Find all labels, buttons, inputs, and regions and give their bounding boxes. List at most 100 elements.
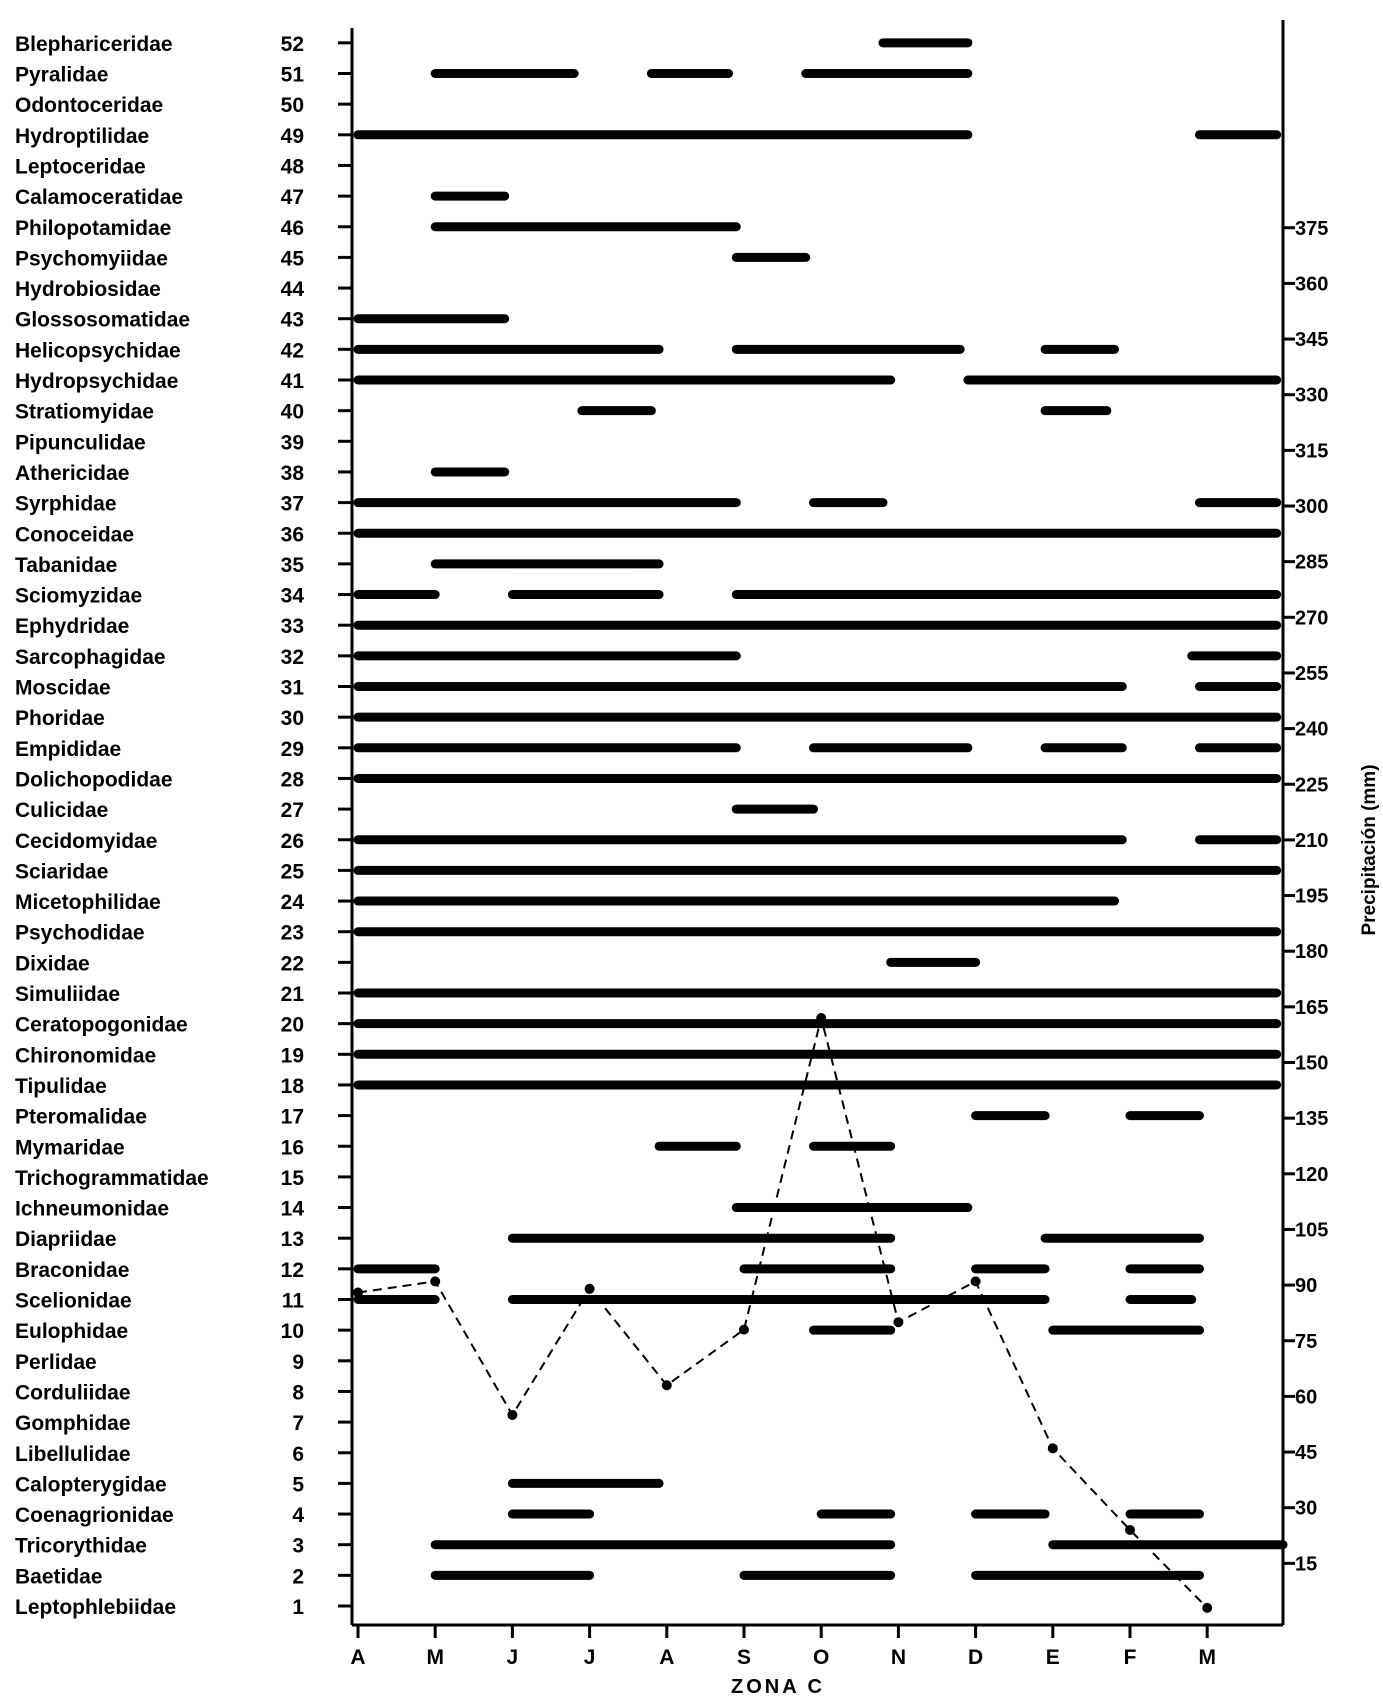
family-label: Coenagrionidae	[15, 1504, 174, 1527]
y2-tick-label: 75	[1295, 1331, 1317, 1353]
family-number: 41	[281, 370, 305, 393]
family-number: 11	[282, 1290, 305, 1313]
family-number: 9	[292, 1351, 304, 1374]
family-label: Glossosomatidae	[15, 309, 190, 332]
family-number: 40	[281, 401, 304, 424]
family-labels: Blephariceridae Pyralidae Odontoceridae Hyd…	[15, 33, 209, 1619]
family-number: 15	[281, 1167, 305, 1190]
family-number: 49	[281, 125, 304, 148]
family-number: 14	[281, 1198, 305, 1221]
y2-tick-label: 180	[1295, 941, 1328, 963]
family-number: 26	[281, 830, 304, 853]
family-number: 21	[281, 983, 305, 1006]
family-label: Sarcophagidae	[15, 646, 166, 669]
axes	[338, 20, 1295, 1638]
family-number: 45	[281, 247, 305, 270]
family-number: 24	[281, 891, 305, 914]
precipitation-point	[430, 1276, 441, 1287]
y2-tick-label: 90	[1295, 1275, 1317, 1297]
family-label: Cecidomyidae	[15, 830, 157, 853]
family-label: Conoceidae	[15, 523, 134, 546]
family-label: Tabanidae	[15, 554, 117, 577]
family-number: 37	[281, 493, 304, 516]
family-number: 7	[292, 1412, 304, 1435]
precipitation-point	[739, 1324, 749, 1335]
y2-axis-label: Precipitación (mm)	[1359, 764, 1380, 935]
y2-tick-label: 360	[1295, 273, 1328, 295]
family-number: 36	[281, 523, 304, 546]
y2-tick-label: 270	[1295, 607, 1328, 629]
family-label: Philopotamidae	[15, 217, 171, 240]
family-label: Chironomidae	[15, 1044, 156, 1067]
precipitation-point	[584, 1283, 595, 1294]
family-number: 28	[281, 768, 305, 791]
x-tick-label: M	[1198, 1646, 1216, 1669]
family-label: Ceratopogonidae	[15, 1014, 188, 1037]
x-tick-label: J	[584, 1646, 596, 1669]
family-label: Sciaridae	[15, 860, 108, 883]
family-label: Moscidae	[15, 677, 111, 700]
family-number: 32	[281, 646, 304, 669]
x-tick-label: S	[737, 1646, 751, 1669]
y2-tick-label: 345	[1295, 329, 1328, 351]
family-label: Tricorythidae	[15, 1535, 147, 1558]
family-number: 1	[292, 1596, 304, 1619]
y2-tick-label: 375	[1295, 218, 1328, 240]
family-label: Stratiomyidae	[15, 401, 154, 424]
family-label: Micetophilidae	[15, 891, 161, 914]
family-number: 10	[281, 1320, 304, 1343]
precipitation-point	[893, 1317, 904, 1328]
family-label: Braconidae	[15, 1259, 129, 1282]
family-number: 52	[281, 33, 304, 56]
x-tick-label: F	[1124, 1646, 1137, 1669]
family-number: 2	[292, 1565, 304, 1588]
family-label: Ichneumonidae	[15, 1198, 169, 1221]
y2-tick-labels: 15 30 45 60 75 90 105 120 135 150 165 180 195 210 225 2…	[1295, 218, 1328, 1576]
precipitation-point	[507, 1409, 518, 1420]
family-number: 46	[281, 217, 304, 240]
y2-tick-label: 15	[1295, 1553, 1317, 1575]
y2-tick-label: 255	[1295, 663, 1328, 685]
family-number: 44	[281, 278, 305, 301]
x-tick-label: E	[1046, 1646, 1060, 1669]
family-label: Pteromalidae	[15, 1106, 147, 1129]
family-label: Empididae	[15, 738, 121, 761]
x-tick-label: N	[891, 1646, 906, 1669]
y2-tick-label: 30	[1295, 1498, 1317, 1520]
family-label: Calopterygidae	[15, 1473, 167, 1496]
family-number: 20	[281, 1014, 304, 1037]
family-number: 6	[292, 1443, 304, 1466]
x-tick-label: M	[426, 1646, 444, 1669]
family-label: Libellulidae	[15, 1443, 131, 1466]
family-label: Baetidae	[15, 1565, 103, 1588]
family-label: Dixidae	[15, 952, 90, 975]
family-number: 23	[281, 922, 304, 945]
precipitation-point	[353, 1287, 363, 1298]
family-number: 35	[281, 554, 305, 577]
chart-title: ZONA C	[731, 1676, 825, 1698]
y2-tick-label: 150	[1295, 1053, 1328, 1075]
family-number: 17	[281, 1106, 304, 1129]
family-number: 31	[281, 677, 305, 700]
family-number: 47	[281, 186, 304, 209]
family-label: Culicidae	[15, 799, 108, 822]
family-number: 33	[281, 615, 304, 638]
family-label: Tipulidae	[15, 1075, 107, 1098]
family-number: 38	[281, 462, 305, 485]
family-number: 27	[281, 799, 304, 822]
y2-tick-label: 105	[1295, 1219, 1328, 1241]
x-tick-label: O	[813, 1646, 829, 1669]
family-number: 3	[292, 1535, 304, 1558]
family-number: 50	[281, 94, 304, 117]
y2-tick-label: 135	[1295, 1108, 1328, 1130]
precipitation-point	[970, 1276, 981, 1287]
family-number: 13	[281, 1228, 304, 1251]
family-label: Trichogrammatidae	[15, 1167, 209, 1190]
family-label: Hydroptilidae	[15, 125, 149, 148]
family-label: Psychodidae	[15, 922, 145, 945]
x-tick-label: A	[659, 1646, 674, 1669]
family-label: Dolichopodidae	[15, 768, 173, 791]
family-number: 19	[281, 1044, 304, 1067]
family-label: Calamoceratidae	[15, 186, 183, 209]
precipitation-point	[1047, 1443, 1058, 1454]
